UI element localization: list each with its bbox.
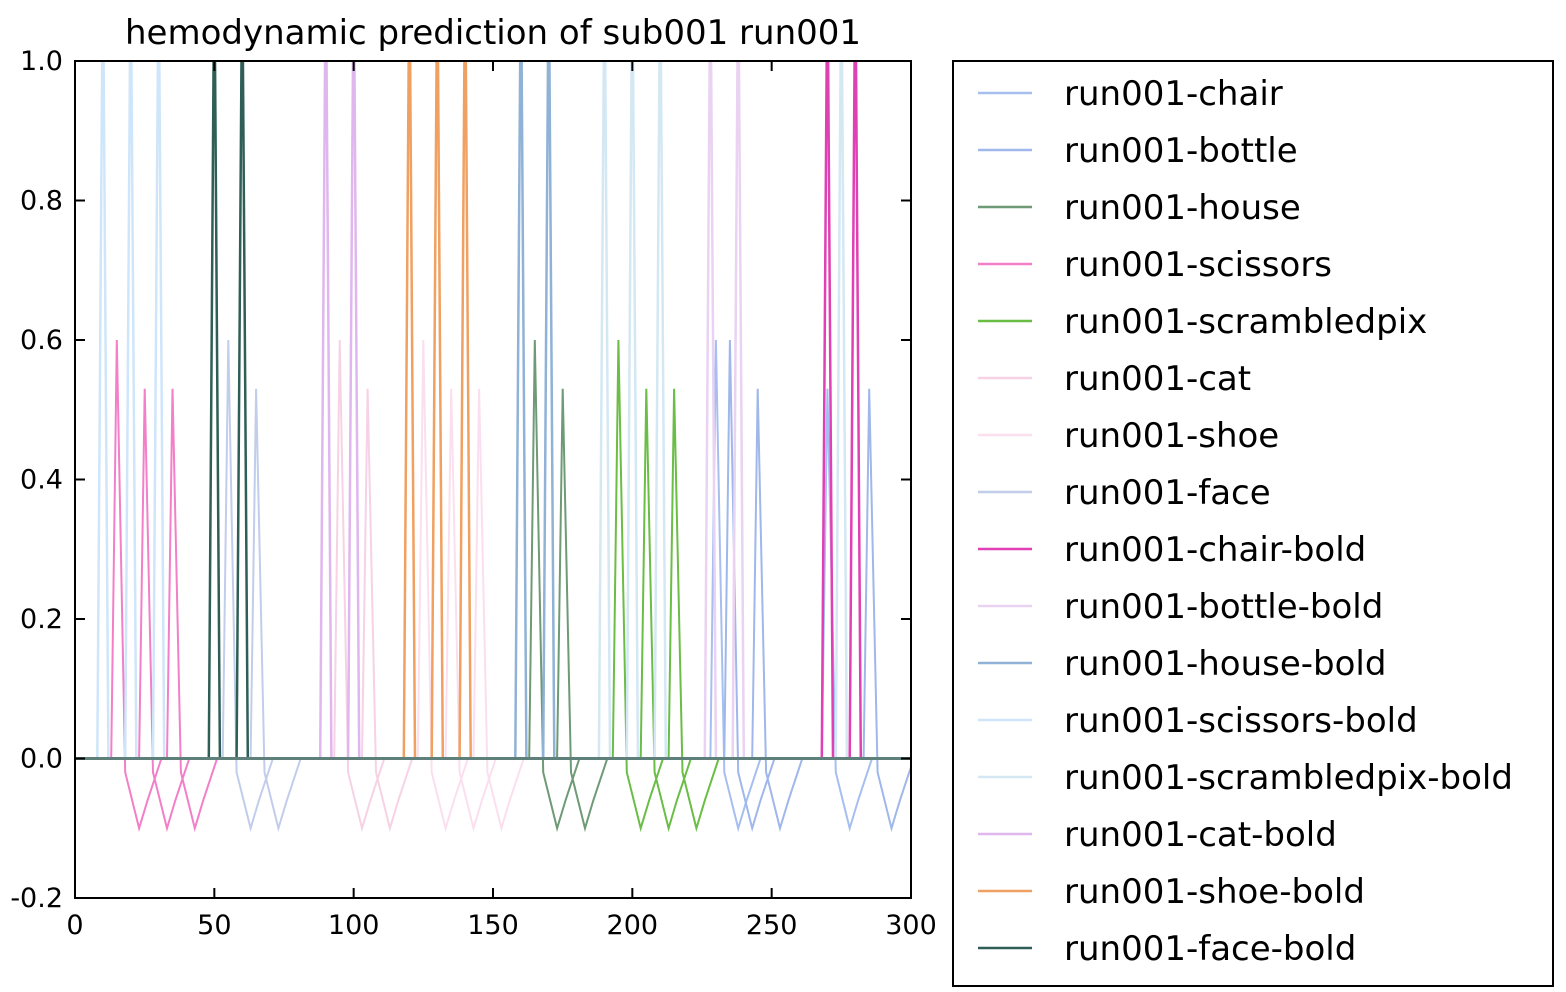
series-line-run001-chair-bold — [75, 61, 911, 760]
series-line-run001-cat-bold — [75, 61, 911, 760]
legend-label: run001-chair — [1064, 74, 1283, 114]
x-tick-label: 200 — [607, 910, 659, 941]
series-line-run001-shoe-bold — [75, 61, 911, 760]
legend-label: run001-face — [1064, 473, 1271, 513]
legend: run001-chair run001-bottle run001-house run… — [952, 60, 1554, 987]
legend-entry-run001-scrambledpix: run001-scrambledpix — [978, 302, 1427, 342]
chart-title: hemodynamic prediction of sub001 run001 — [125, 13, 861, 53]
ticks-layer: 0 50 100 150 200 250 300 -0.2 0.0 0.2 0.4 0.6 0.8 1.0 — [10, 46, 936, 941]
x-tick-label: 0 — [66, 910, 83, 941]
y-tick-label: 0.2 — [20, 604, 63, 635]
legend-label: run001-cat-bold — [1064, 815, 1337, 855]
legend-entry-run001-shoe: run001-shoe — [978, 416, 1279, 456]
series-line-run001-scissors — [75, 339, 911, 833]
legend-label: run001-bottle — [1064, 131, 1298, 171]
legend-entry-run001-scissors: run001-scissors — [978, 245, 1332, 285]
series-line-run001-shoe — [75, 339, 911, 833]
series-line-run001-bottle — [75, 339, 911, 833]
series-line-run001-house — [75, 339, 911, 833]
legend-label: run001-cat — [1064, 359, 1251, 399]
series-line-run001-face-bold — [75, 61, 911, 760]
series-line-run001-scrambledpix — [75, 339, 911, 833]
legend-entry-run001-bottle: run001-bottle — [978, 131, 1298, 171]
legend-entry-run001-cat-bold: run001-cat-bold — [978, 815, 1337, 855]
y-tick-label: 0.4 — [20, 465, 63, 496]
legend-label: run001-house — [1064, 188, 1301, 228]
legend-label: run001-scissors — [1064, 245, 1332, 285]
legend-label: run001-face-bold — [1064, 929, 1356, 969]
legend-label: run001-shoe-bold — [1064, 872, 1365, 912]
y-tick-label: 0.8 — [20, 186, 63, 217]
legend-label: run001-scrambledpix-bold — [1064, 758, 1513, 798]
y-tick-label: 0.6 — [20, 325, 63, 356]
y-tick-label: 0.0 — [20, 744, 63, 775]
x-tick-label: 50 — [197, 910, 231, 941]
legend-entry-run001-scissors-bold: run001-scissors-bold — [978, 701, 1418, 741]
legend-entry-run001-house-bold: run001-house-bold — [978, 644, 1386, 684]
x-tick-label: 100 — [328, 910, 380, 941]
legend-entry-run001-chair-bold: run001-chair-bold — [978, 530, 1366, 570]
legend-label: run001-chair-bold — [1064, 530, 1366, 570]
series-line-run001-chair — [75, 339, 911, 833]
legend-label: run001-scrambledpix — [1064, 302, 1427, 342]
legend-entry-run001-face: run001-face — [978, 473, 1271, 513]
legend-label: run001-scissors-bold — [1064, 701, 1418, 741]
legend-entry-run001-cat: run001-cat — [978, 359, 1251, 399]
y-tick-label: -0.2 — [10, 883, 63, 914]
legend-frame — [952, 60, 1554, 987]
series-line-run001-scissors-bold — [75, 61, 911, 760]
legend-entry-run001-face-bold: run001-face-bold — [978, 929, 1356, 969]
x-tick-label: 300 — [885, 910, 937, 941]
series-layer — [75, 61, 911, 833]
legend-label: run001-house-bold — [1064, 644, 1386, 684]
legend-label: run001-bottle-bold — [1064, 587, 1383, 627]
series-line-run001-face — [75, 339, 911, 833]
y-tick-label: 1.0 — [20, 46, 63, 77]
series-line-run001-bottle-bold — [75, 61, 911, 760]
series-line-run001-scrambledpix-bold — [75, 61, 911, 760]
legend-label: run001-shoe — [1064, 416, 1279, 456]
x-tick-label: 150 — [467, 910, 519, 941]
plot-frame — [74, 60, 912, 899]
legend-entry-run001-house: run001-house — [978, 188, 1301, 228]
legend-entry-run001-bottle-bold: run001-bottle-bold — [978, 587, 1383, 627]
legend-entry-run001-shoe-bold: run001-shoe-bold — [978, 872, 1365, 912]
series-line-run001-cat — [75, 339, 911, 833]
series-line-run001-house-bold — [75, 61, 911, 760]
legend-entry-run001-scrambledpix-bold: run001-scrambledpix-bold — [978, 758, 1513, 798]
x-tick-label: 250 — [746, 910, 798, 941]
legend-entry-run001-chair: run001-chair — [978, 74, 1283, 114]
